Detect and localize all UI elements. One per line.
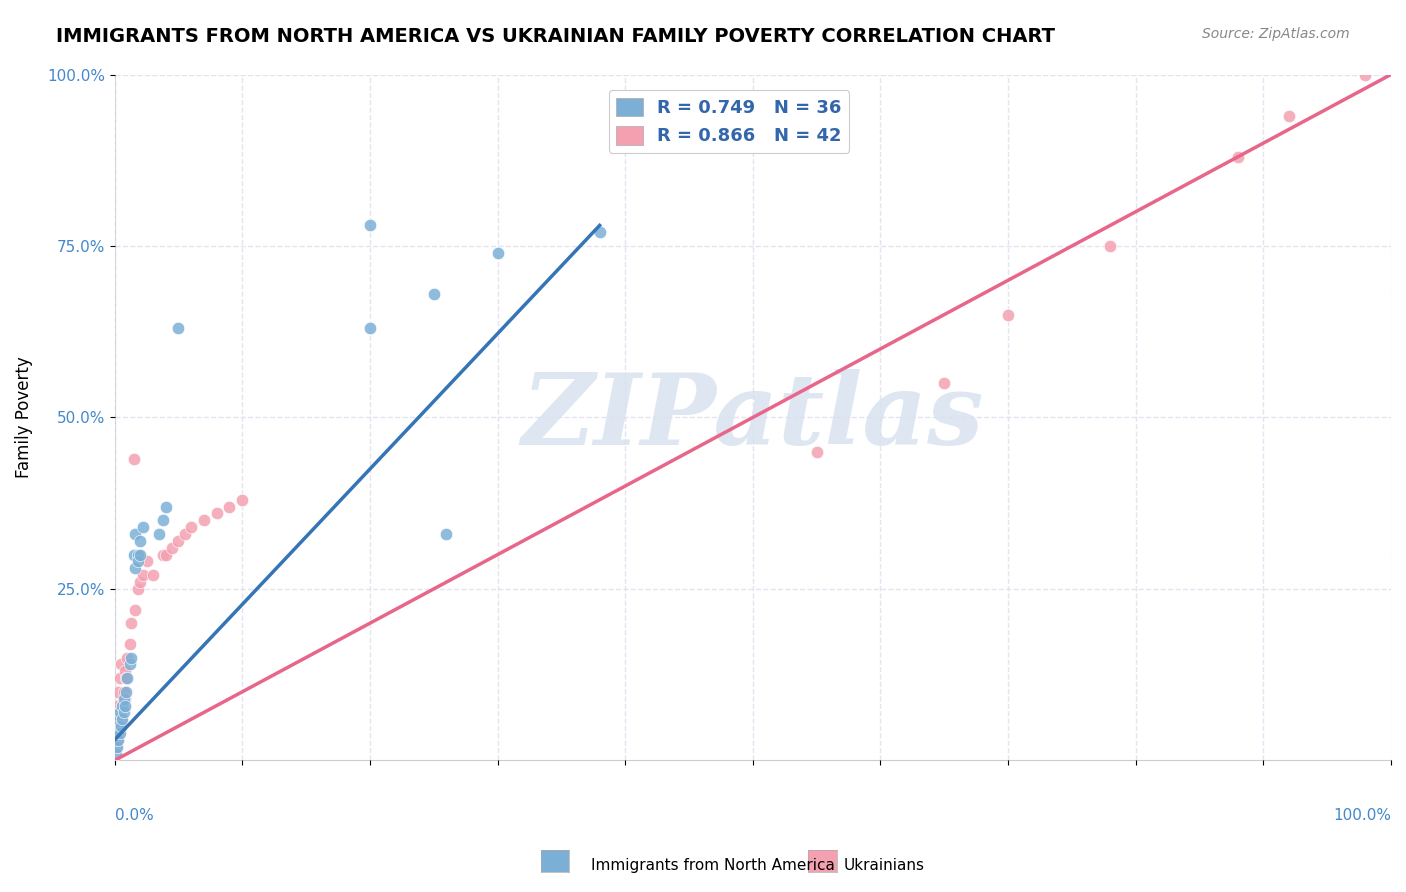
Point (122, 548, 145, 562)
Point (231, 492, 253, 507)
Point (588, 225, 610, 239)
Point (114, 698, 136, 713)
Point (105, 739, 128, 754)
Point (152, 548, 174, 562)
Point (422, 287, 444, 301)
Point (129, 575, 152, 590)
Point (104, 739, 127, 754)
Point (1354, 68, 1376, 82)
Point (160, 541, 183, 555)
Point (107, 719, 129, 733)
Point (1099, 239, 1122, 253)
Text: ZIPatlas: ZIPatlas (522, 369, 984, 466)
Point (114, 691, 136, 706)
Point (110, 657, 132, 672)
Point (108, 706, 131, 720)
Point (806, 444, 828, 458)
Point (107, 732, 129, 747)
Point (127, 582, 149, 596)
Point (107, 685, 129, 699)
Point (167, 321, 190, 335)
Point (120, 616, 142, 631)
Legend: R = 0.749   N = 36, R = 0.866   N = 42: R = 0.749 N = 36, R = 0.866 N = 42 (609, 90, 849, 153)
Point (108, 719, 131, 733)
Point (155, 500, 177, 514)
Y-axis label: Family Poverty: Family Poverty (15, 357, 32, 478)
Point (1278, 109, 1301, 123)
Point (148, 527, 170, 541)
Point (111, 698, 134, 713)
Point (108, 726, 131, 740)
Text: Source: ZipAtlas.com: Source: ZipAtlas.com (1202, 27, 1350, 41)
Point (135, 554, 157, 568)
Point (142, 568, 165, 582)
Point (131, 568, 153, 582)
Point (193, 513, 215, 527)
Point (173, 527, 195, 541)
Text: Immigrants from North America: Immigrants from North America (591, 858, 834, 872)
Point (117, 671, 139, 685)
Point (152, 513, 174, 527)
Point (107, 726, 129, 740)
Text: IMMIGRANTS FROM NORTH AMERICA VS UKRAINIAN FAMILY POVERTY CORRELATION CHART: IMMIGRANTS FROM NORTH AMERICA VS UKRAINI… (56, 27, 1056, 45)
Point (110, 719, 132, 733)
Point (111, 698, 134, 713)
Point (122, 451, 145, 466)
Point (112, 706, 135, 720)
Point (218, 500, 240, 514)
Point (359, 321, 381, 335)
Text: Ukrainians: Ukrainians (844, 858, 925, 872)
Point (934, 376, 956, 391)
Point (104, 726, 127, 740)
Point (115, 685, 138, 699)
Point (118, 657, 141, 672)
Point (155, 548, 177, 562)
Point (205, 507, 228, 521)
Point (997, 308, 1019, 322)
Text: 100.0%: 100.0% (1333, 808, 1391, 823)
Point (112, 691, 135, 706)
Point (105, 712, 128, 726)
Point (124, 602, 146, 616)
Point (115, 671, 138, 685)
Point (129, 548, 152, 562)
Text: 0.0%: 0.0% (115, 808, 153, 823)
Point (127, 548, 149, 562)
Point (124, 527, 146, 541)
Point (114, 665, 136, 679)
Point (105, 698, 128, 713)
Point (120, 650, 142, 665)
Point (112, 685, 135, 699)
Point (167, 533, 190, 548)
Point (111, 712, 134, 726)
Point (1226, 150, 1249, 164)
Point (129, 533, 152, 548)
Point (127, 554, 149, 568)
Point (118, 637, 141, 651)
Point (108, 671, 131, 685)
Point (436, 527, 458, 541)
Point (180, 520, 202, 534)
Point (110, 712, 132, 726)
Point (486, 245, 509, 260)
Point (117, 650, 139, 665)
Point (359, 219, 381, 233)
Point (104, 747, 127, 761)
Point (131, 520, 153, 534)
Point (105, 732, 128, 747)
Point (104, 712, 127, 726)
Point (124, 561, 146, 575)
